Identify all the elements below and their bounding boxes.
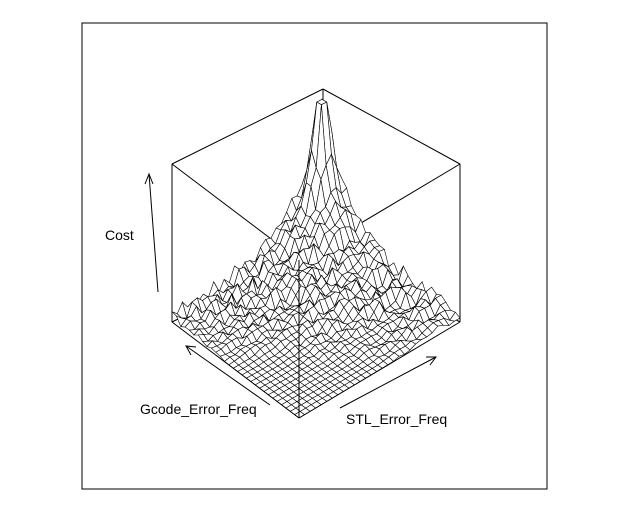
y-axis-label: Gcode_Error_Freq (140, 401, 257, 417)
box-edge-bottom-left (171, 321, 300, 419)
y-axis-arrow (185, 345, 271, 406)
y-axis-arrowhead (185, 345, 197, 356)
front-box-edges (171, 164, 461, 419)
z-axis-arrow (148, 173, 159, 293)
surface-mesh (171, 98, 461, 419)
plot-frame (81, 22, 548, 490)
box-edge-top-right (322, 88, 461, 165)
x-axis-label: STL_Error_Freq (346, 411, 447, 427)
z-axis-arrowhead (144, 172, 154, 185)
x-axis-arrow (339, 356, 437, 409)
z-axis-label: Cost (105, 227, 134, 243)
box-edge-bottom-right (298, 321, 461, 419)
box-edge-top-left (171, 88, 324, 165)
x-axis-arrowhead (426, 356, 437, 366)
axis-arrows (144, 172, 437, 409)
